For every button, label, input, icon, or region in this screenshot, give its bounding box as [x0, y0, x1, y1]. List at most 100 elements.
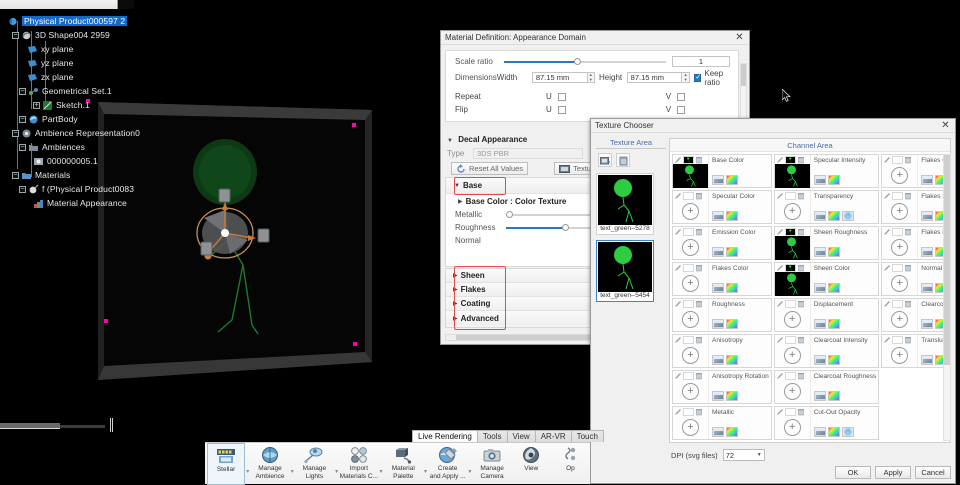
add-texture-icon[interactable]: [598, 153, 612, 167]
tree-node-3d-shape[interactable]: − 3D Shape004 2959: [12, 29, 110, 41]
tree-node-zx-plane[interactable]: zx plane: [27, 71, 73, 83]
image-source-icon[interactable]: [921, 355, 934, 365]
dpi-select[interactable]: 72 ▼: [722, 449, 765, 461]
add-channel-texture-icon[interactable]: +: [682, 311, 699, 328]
add-channel-texture-icon[interactable]: +: [682, 383, 699, 400]
channel-color-swatch[interactable]: [892, 192, 904, 200]
channel-card[interactable]: Specular Intensity: [773, 154, 880, 188]
add-channel-texture-icon[interactable]: +: [891, 203, 909, 220]
channel-card[interactable]: + Flakes Coverage: [881, 154, 950, 188]
texture-chooser-titlebar[interactable]: Texture Chooser ✕: [591, 119, 955, 133]
channel-card[interactable]: + Emission Color: [672, 226, 772, 260]
ribbon-item-view[interactable]: View: [512, 443, 551, 485]
image-source-icon[interactable]: [712, 355, 724, 365]
tree-node-ambience-representation[interactable]: − Ambience Representation0: [12, 127, 140, 139]
channel-thumbnail-area[interactable]: +: [775, 371, 811, 403]
add-channel-texture-icon[interactable]: +: [682, 203, 699, 220]
add-channel-texture-icon[interactable]: +: [891, 239, 909, 256]
trash-icon[interactable]: [695, 372, 703, 380]
scale-ratio-slider[interactable]: [504, 57, 666, 67]
trash-icon[interactable]: [904, 300, 912, 308]
channel-thumbnail-area[interactable]: +: [882, 263, 919, 295]
channel-thumbnail-area[interactable]: +: [882, 155, 919, 187]
tree-expander[interactable]: −: [19, 115, 26, 123]
tree-node-ambience-item[interactable]: 000000005.1: [33, 155, 98, 167]
image-source-icon[interactable]: [813, 391, 826, 401]
channel-thumbnail-area[interactable]: +: [673, 263, 709, 295]
channel-card[interactable]: + Translucency: [881, 334, 950, 368]
gradient-source-icon[interactable]: [827, 319, 840, 329]
slider-knob[interactable]: [506, 211, 513, 218]
procedural-source-icon[interactable]: [841, 211, 854, 221]
ribbon-item-dropdown-arrow[interactable]: ▾: [468, 468, 472, 475]
channel-card[interactable]: + Flakes Roughness: [881, 226, 950, 260]
gradient-source-icon[interactable]: [726, 211, 738, 221]
flip-v-checkbox[interactable]: [677, 105, 686, 114]
channel-thumbnail-area[interactable]: +: [673, 191, 709, 223]
add-channel-texture-icon[interactable]: +: [783, 383, 801, 400]
repeat-u-checkbox[interactable]: [557, 92, 566, 101]
image-source-icon[interactable]: [813, 319, 826, 329]
delete-texture-icon[interactable]: [616, 153, 630, 167]
channel-color-swatch[interactable]: [784, 264, 796, 272]
image-source-icon[interactable]: [813, 355, 826, 365]
trash-icon[interactable]: [904, 192, 912, 200]
image-source-icon[interactable]: [712, 427, 724, 437]
trash-icon[interactable]: [695, 336, 703, 344]
gradient-source-icon[interactable]: [827, 391, 840, 401]
image-source-icon[interactable]: [712, 175, 724, 185]
chevron-right-icon[interactable]: ▶: [458, 198, 463, 205]
channel-thumbnail-area[interactable]: +: [673, 299, 709, 331]
close-icon[interactable]: ✕: [941, 120, 950, 131]
ribbon-item-create-apply[interactable]: Create and Apply ...: [428, 443, 467, 485]
trash-icon[interactable]: [904, 228, 912, 236]
add-channel-texture-icon[interactable]: +: [783, 347, 801, 364]
trash-icon[interactable]: [695, 300, 703, 308]
channel-card[interactable]: + Transparency: [773, 190, 880, 224]
scrollbar-thumb[interactable]: [0, 423, 60, 429]
gradient-source-icon[interactable]: [827, 211, 840, 221]
image-source-icon[interactable]: [712, 211, 724, 221]
channel-card[interactable]: + Normal: [881, 262, 950, 296]
add-channel-texture-icon[interactable]: +: [783, 203, 801, 220]
repeat-v-checkbox[interactable]: [677, 92, 686, 101]
channel-thumbnail-area[interactable]: +: [882, 191, 919, 223]
channel-thumbnail-area[interactable]: +: [882, 299, 919, 331]
ribbon-item-material-palette[interactable]: Material Palette: [384, 443, 423, 485]
channel-card[interactable]: Sheen Color: [773, 262, 880, 296]
image-source-icon[interactable]: [921, 319, 934, 329]
gradient-source-icon[interactable]: [726, 319, 738, 329]
pencil-icon[interactable]: [674, 264, 682, 272]
channel-color-swatch[interactable]: [784, 408, 796, 416]
channel-thumbnail-area[interactable]: +: [882, 335, 919, 367]
ribbon-toolbar[interactable]: Stellar ▾ Manage Ambience ▾ Manage Lights ▾ Impo…: [205, 442, 590, 485]
gradient-source-icon[interactable]: [726, 175, 738, 185]
scrollbar-thumb[interactable]: [741, 64, 746, 86]
channel-card[interactable]: + Clearcoat Intensity: [773, 334, 880, 368]
ribbon-item-dropdown-arrow[interactable]: ▾: [290, 468, 294, 475]
pencil-icon[interactable]: [674, 156, 682, 164]
channel-thumbnail-area[interactable]: +: [775, 407, 811, 439]
channel-thumbnail-area[interactable]: +: [775, 191, 811, 223]
trash-icon[interactable]: [797, 372, 805, 380]
channel-color-swatch[interactable]: [683, 408, 694, 416]
image-source-icon[interactable]: [712, 391, 724, 401]
image-source-icon[interactable]: [813, 283, 826, 293]
trash-icon[interactable]: [695, 408, 703, 416]
tree-node-physical-product[interactable]: Physical Product000597 2: [8, 15, 128, 27]
trash-icon[interactable]: [797, 264, 805, 272]
channel-color-swatch[interactable]: [892, 264, 904, 272]
channel-color-swatch[interactable]: [683, 372, 694, 380]
add-channel-texture-icon[interactable]: +: [682, 239, 699, 256]
image-source-icon[interactable]: [921, 211, 934, 221]
viewport-horizontal-scrollbar[interactable]: [0, 423, 180, 429]
tree-expander[interactable]: +: [33, 101, 40, 109]
add-channel-texture-icon[interactable]: +: [891, 275, 909, 292]
channel-thumbnail-area[interactable]: [774, 263, 811, 296]
channel-card[interactable]: Base Color: [672, 154, 772, 188]
gradient-source-icon[interactable]: [726, 391, 738, 401]
chevron-right-icon[interactable]: ▶: [453, 301, 458, 307]
height-input[interactable]: 87.15 mm: [626, 72, 683, 83]
pencil-icon[interactable]: [883, 336, 891, 344]
pencil-icon[interactable]: [674, 192, 682, 200]
